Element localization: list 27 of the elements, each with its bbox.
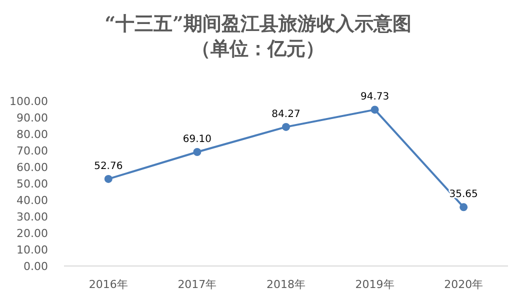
- x-tick-label: 2017年: [178, 278, 217, 291]
- chart-subtitle: （单位：亿元）: [192, 38, 324, 60]
- data-label: 52.76: [94, 160, 123, 172]
- point: [193, 148, 202, 156]
- y-tick-label: 10.00: [16, 244, 48, 256]
- chart-title: “十三五”期间盈江县旅游收入示意图: [104, 13, 412, 35]
- y-tick-label: 30.00: [16, 210, 48, 224]
- y-tick-label: 50.00: [16, 178, 48, 190]
- point: [460, 203, 468, 212]
- x-tick-label: 2016年: [88, 278, 128, 291]
- data-label: 69.10: [182, 134, 212, 145]
- x-tick-label: 2020年: [444, 278, 484, 291]
- y-tick-label: 60.00: [16, 161, 48, 174]
- x-tick-label: 2019年: [355, 278, 394, 291]
- y-tick-label: 90.00: [16, 112, 48, 124]
- x-tick-label: 2018年: [266, 278, 306, 291]
- y-tick-label: 80.00: [16, 128, 48, 141]
- data-label: 94.73: [360, 92, 390, 103]
- y-tick-label: 70.00: [16, 144, 48, 158]
- point: [370, 106, 379, 114]
- point: [282, 122, 290, 131]
- data-label: 84.27: [272, 108, 300, 120]
- y-tick-label: 40.00: [16, 194, 48, 207]
- y-tick-label: 20.00: [16, 227, 48, 240]
- y-tick-label: 100.00: [10, 95, 48, 108]
- point: [104, 174, 112, 183]
- y-tick-label: 0.00: [24, 260, 48, 273]
